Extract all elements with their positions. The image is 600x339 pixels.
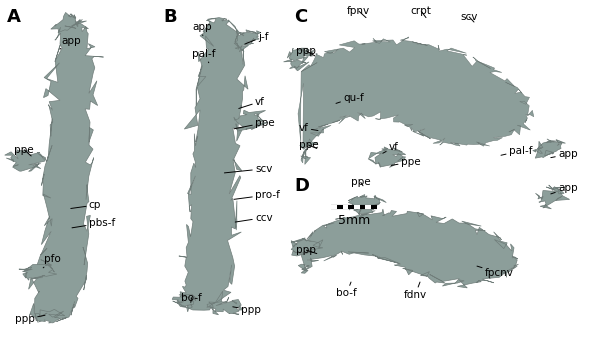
Text: D: D	[294, 177, 309, 195]
Polygon shape	[51, 13, 86, 33]
Polygon shape	[348, 195, 386, 215]
Polygon shape	[368, 147, 406, 167]
Text: pfo: pfo	[43, 254, 61, 268]
Text: cp: cp	[71, 200, 101, 210]
Polygon shape	[535, 185, 569, 209]
Polygon shape	[179, 18, 248, 312]
Text: fdnv: fdnv	[404, 282, 427, 300]
Text: ppp: ppp	[296, 46, 316, 56]
Polygon shape	[172, 294, 198, 308]
Text: A: A	[7, 8, 21, 26]
Polygon shape	[5, 149, 46, 172]
Polygon shape	[19, 260, 57, 280]
Text: app: app	[551, 149, 578, 159]
Text: app: app	[60, 36, 80, 49]
Text: bo-f: bo-f	[337, 282, 357, 298]
Text: ppp: ppp	[296, 245, 317, 255]
Text: ppe: ppe	[299, 140, 319, 150]
Polygon shape	[234, 30, 261, 52]
Polygon shape	[533, 139, 565, 158]
Polygon shape	[234, 110, 268, 131]
Text: pro-f: pro-f	[234, 190, 280, 200]
Text: vf: vf	[299, 123, 318, 133]
Text: j-f: j-f	[245, 32, 269, 44]
Text: pal-f: pal-f	[501, 146, 532, 156]
Text: app: app	[551, 183, 578, 194]
Text: qu-f: qu-f	[336, 93, 364, 103]
Polygon shape	[291, 238, 323, 256]
Text: ppe: ppe	[391, 157, 421, 167]
Polygon shape	[298, 37, 534, 164]
Text: scv: scv	[224, 164, 272, 174]
Text: ppp: ppp	[15, 314, 45, 324]
Text: pbs-f: pbs-f	[72, 218, 115, 228]
Polygon shape	[35, 310, 65, 323]
Text: vf: vf	[239, 97, 265, 108]
Text: ppe: ppe	[234, 118, 275, 129]
Text: C: C	[294, 8, 307, 26]
Text: crpt: crpt	[411, 6, 431, 18]
Text: ppp: ppp	[233, 305, 261, 315]
Text: vf: vf	[383, 142, 398, 153]
Text: app: app	[192, 22, 212, 36]
Text: ccv: ccv	[235, 213, 272, 223]
Polygon shape	[284, 48, 314, 71]
Text: bo-f: bo-f	[181, 293, 202, 303]
Polygon shape	[207, 297, 243, 315]
Text: fpcnv: fpcnv	[477, 266, 514, 278]
Text: scv: scv	[461, 12, 478, 22]
Text: ppe: ppe	[351, 177, 371, 187]
Text: ppe: ppe	[14, 145, 34, 156]
Polygon shape	[298, 209, 518, 288]
Text: fpnv: fpnv	[347, 6, 370, 18]
Polygon shape	[29, 14, 104, 322]
Text: B: B	[163, 8, 177, 26]
Text: 5mm: 5mm	[338, 214, 370, 226]
Text: pal-f: pal-f	[192, 49, 215, 63]
